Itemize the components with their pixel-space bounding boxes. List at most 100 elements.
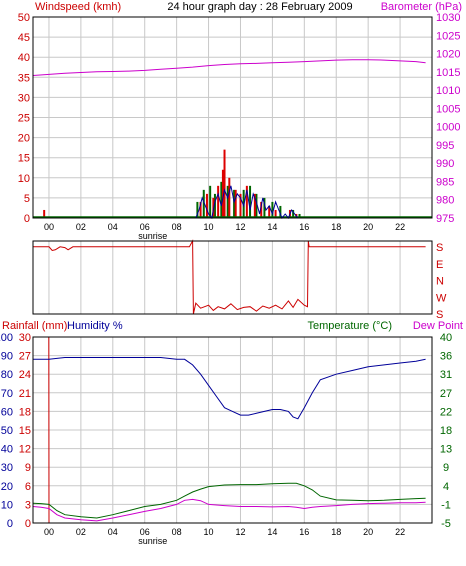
hour-tick-label: 02 (76, 527, 86, 537)
windspeed-tick-label: 15 (18, 153, 30, 165)
windspeed-tick-label: 40 (18, 52, 30, 64)
rainfall-tick-label: 15 (19, 425, 31, 437)
humidity-tick-label: 70 (1, 388, 13, 400)
barometer-axis-title: Barometer (hPa) (381, 1, 462, 13)
hour-tick-label: 00 (44, 222, 54, 232)
direction-label: S (436, 309, 443, 321)
hour-tick-label: 02 (76, 222, 86, 232)
hour-tick-label: 04 (108, 222, 118, 232)
average-wind-line (192, 185, 305, 220)
rainfall-tick-label: 18 (19, 406, 31, 418)
barometer-tick-label: 980 (436, 195, 454, 207)
hour-tick-label: 16 (299, 222, 309, 232)
windspeed-tick-label: 35 (18, 72, 30, 84)
wind-direction-line (33, 239, 426, 315)
rainfall-tick-label: 12 (19, 444, 31, 456)
hour-tick-label: 10 (204, 222, 214, 232)
rain-humidity-temperature-panel: 0 0 -5 10 3 -1 20 6 4 30 9 9 40 12 13 50 15 18 60 18 22 70 21 2… (0, 332, 452, 546)
temperature-tick-label: 22 (440, 406, 452, 418)
barometer-tick-label: 985 (436, 176, 454, 188)
temperature-axis-title: Temperature (°C) (308, 320, 392, 332)
rainfall-tick-label: 21 (19, 388, 31, 400)
temperature-tick-label: 4 (443, 481, 449, 493)
humidity-axis-title: Humidity % (67, 320, 123, 332)
humidity-tick-label: 80 (1, 369, 13, 381)
rainfall-tick-label: 30 (19, 332, 31, 344)
hour-tick-label: 00 (44, 527, 54, 537)
windspeed-axis-title: Windspeed (kmh) (35, 1, 121, 13)
temperature-tick-label: 18 (440, 425, 452, 437)
windspeed-tick-label: 0 (24, 213, 30, 225)
direction-label: N (436, 276, 444, 288)
hour-tick-label: 08 (172, 527, 182, 537)
windspeed-tick-label: 45 (18, 32, 30, 44)
humidity-tick-label: 60 (1, 406, 13, 418)
humidity-tick-label: 20 (1, 481, 13, 493)
humidity-tick-label: 40 (1, 444, 13, 456)
direction-label: W (436, 292, 447, 304)
temperature-tick-label: 40 (440, 332, 452, 344)
hour-tick-label: 06 (140, 222, 150, 232)
barometer-tick-label: 1010 (436, 85, 460, 97)
rainfall-tick-label: 6 (25, 481, 31, 493)
temperature-tick-label: 13 (440, 444, 452, 456)
windspeed-tick-label: 25 (18, 113, 30, 125)
rainfall-tick-label: 3 (25, 499, 31, 511)
hour-tick-label: 14 (267, 527, 277, 537)
humidity-line (33, 357, 426, 420)
windspeed-tick-label: 20 (18, 133, 30, 145)
barometer-line (32, 59, 426, 76)
rain-panel-frame (32, 336, 433, 524)
humidity-tick-label: 0 (7, 518, 13, 530)
barometer-tick-label: 990 (436, 158, 454, 170)
rainfall-tick-label: 0 (25, 518, 31, 530)
humidity-tick-label: 30 (1, 462, 13, 474)
humidity-tick-label: 90 (1, 351, 13, 363)
humidity-tick-label: 100 (0, 332, 13, 344)
temperature-tick-label: 27 (440, 388, 452, 400)
hour-tick-label: 12 (235, 527, 245, 537)
wind-barometer-panel: 0510152025303540455097598098599099510001… (18, 12, 461, 241)
barometer-tick-label: 995 (436, 140, 454, 152)
barometer-tick-label: 1025 (436, 30, 460, 42)
barometer-tick-label: 1020 (436, 49, 460, 61)
rainfall-tick-label: 27 (19, 351, 31, 363)
temperature-tick-label: 31 (440, 369, 452, 381)
dew-point-line (32, 498, 426, 522)
temperature-line (32, 482, 426, 519)
barometer-tick-label: 975 (436, 213, 454, 225)
hour-tick-label: 12 (235, 222, 245, 232)
sunrise-label: sunrise (138, 231, 167, 241)
dew-point-axis-title: Dew Point (413, 320, 463, 332)
direction-label: S (436, 242, 443, 254)
hour-tick-label: 22 (395, 222, 405, 232)
hour-tick-label: 10 (204, 527, 214, 537)
barometer-tick-label: 1015 (436, 67, 460, 79)
humidity-tick-label: 50 (1, 425, 13, 437)
temperature-tick-label: 36 (440, 351, 452, 363)
barometer-tick-label: 1030 (436, 12, 460, 24)
barometer-tick-label: 1005 (436, 103, 460, 115)
wind-panel-frame (32, 16, 433, 219)
hour-tick-label: 04 (108, 527, 118, 537)
hour-tick-label: 14 (267, 222, 277, 232)
hour-tick-label: 06 (140, 527, 150, 537)
windspeed-tick-label: 30 (18, 92, 30, 104)
sunrise-label: sunrise (138, 536, 167, 546)
chart-title: 24 hour graph day : 28 February 2009 (167, 1, 352, 13)
windspeed-tick-label: 10 (18, 173, 30, 185)
hour-tick-label: 18 (331, 527, 341, 537)
temperature-tick-label: -5 (441, 518, 451, 530)
hour-tick-label: 22 (395, 527, 405, 537)
hour-tick-label: 18 (331, 222, 341, 232)
direction-panel-frame (32, 240, 433, 315)
direction-label: E (436, 259, 443, 271)
rainfall-tick-label: 9 (25, 462, 31, 474)
barometer-tick-label: 1000 (436, 122, 460, 134)
hour-tick-label: 16 (299, 527, 309, 537)
temperature-tick-label: 9 (443, 462, 449, 474)
temperature-tick-label: -1 (441, 499, 451, 511)
hour-tick-label: 08 (172, 222, 182, 232)
